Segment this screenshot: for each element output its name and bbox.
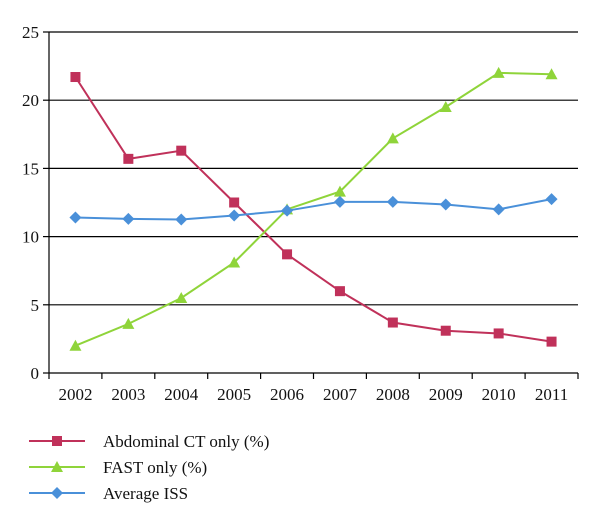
data-point-marker: [386, 195, 399, 208]
data-point-marker: [440, 325, 451, 336]
x-tick-label: 2005: [217, 385, 251, 404]
data-point-marker: [228, 256, 241, 268]
data-point-marker: [492, 203, 505, 216]
x-tick-label: 2009: [429, 385, 463, 404]
data-point-marker: [122, 212, 135, 225]
y-tick-label: 5: [31, 296, 40, 315]
legend-label: FAST only (%): [103, 458, 207, 477]
data-point-marker: [387, 317, 398, 328]
data-point-marker: [439, 101, 452, 113]
data-point-marker: [282, 249, 293, 260]
data-point-marker: [228, 209, 241, 222]
series-2: [69, 193, 558, 226]
x-tick-label: 2003: [111, 385, 145, 404]
data-point-marker: [386, 132, 399, 144]
x-tick-label: 2007: [323, 385, 358, 404]
data-point-marker: [545, 68, 558, 80]
data-point-marker: [69, 211, 82, 224]
x-tick-label: 2006: [270, 385, 304, 404]
data-point-marker: [70, 72, 81, 83]
series-lines: [69, 66, 558, 351]
gridlines: [49, 31, 578, 306]
y-tick-label: 15: [22, 159, 39, 178]
x-tick-label: 2010: [482, 385, 516, 404]
x-tick-label: 2004: [164, 385, 199, 404]
axes: [43, 31, 579, 379]
legend-item: Abdominal CT only (%): [29, 432, 269, 451]
series-line: [75, 71, 552, 347]
y-tick-label: 20: [22, 91, 39, 110]
data-point-marker: [545, 193, 558, 206]
data-point-marker: [69, 339, 82, 351]
x-tick-label: 2011: [535, 385, 568, 404]
legend-item: FAST only (%): [29, 458, 207, 477]
data-point-marker: [493, 328, 504, 339]
legend-marker: [51, 487, 63, 499]
data-point-marker: [175, 213, 188, 226]
y-tick-label: 10: [22, 228, 39, 247]
y-tick-label: 25: [22, 23, 39, 42]
x-tick-label: 2002: [58, 385, 92, 404]
y-tick-label: 0: [31, 364, 40, 383]
legend-label: Abdominal CT only (%): [103, 432, 269, 451]
data-point-marker: [334, 286, 345, 297]
data-point-marker: [229, 197, 240, 208]
series-line: [75, 198, 552, 221]
series-line: [74, 76, 552, 343]
legend-label: Average ISS: [103, 484, 188, 503]
data-point-marker: [281, 204, 294, 217]
data-point-marker: [176, 145, 187, 156]
data-point-marker: [122, 317, 135, 329]
data-point-marker: [175, 291, 188, 303]
legend: Abdominal CT only (%) FAST only (%) Averag…: [29, 432, 269, 503]
data-point-marker: [492, 66, 505, 78]
data-point-marker: [546, 336, 557, 347]
tick-labels: 0 5 10 15 20 25 2002 2003 2004 2005 2006 2007 2008 20…: [22, 23, 568, 404]
legend-marker: [52, 436, 62, 446]
data-point-marker: [123, 153, 134, 164]
data-point-marker: [333, 185, 346, 197]
legend-item: Average ISS: [29, 484, 188, 503]
x-tick-label: 2008: [376, 385, 410, 404]
legend-marker: [51, 461, 63, 472]
series-0: [70, 72, 557, 347]
data-point-marker: [439, 198, 452, 211]
data-point-marker: [333, 195, 346, 208]
